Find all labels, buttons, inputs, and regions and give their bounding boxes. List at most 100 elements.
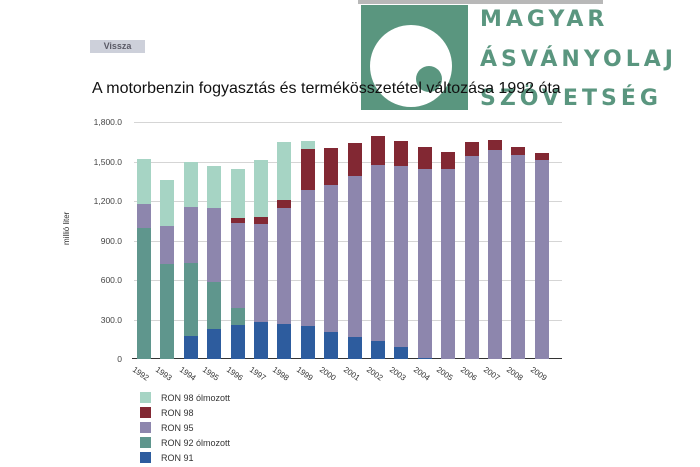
x-tick-label: 1994 bbox=[177, 365, 198, 383]
legend-label: RON 98 bbox=[161, 407, 194, 418]
bar-segment bbox=[417, 357, 432, 359]
bar-segment bbox=[183, 335, 198, 359]
x-tick-label: 2008 bbox=[505, 365, 525, 383]
x-tick-label: 1998 bbox=[271, 365, 291, 383]
bar-segment bbox=[371, 165, 385, 341]
bar-segment bbox=[511, 155, 526, 359]
bar-segment bbox=[394, 347, 409, 359]
x-tick-label: 2004 bbox=[411, 365, 432, 383]
legend-item: RON 91 bbox=[140, 450, 230, 465]
legend-swatch bbox=[140, 452, 151, 463]
chart-title: A motorbenzin fogyasztás és termékösszet… bbox=[92, 80, 561, 97]
bar-2000 bbox=[324, 0, 339, 359]
bar-segment bbox=[534, 159, 549, 359]
bar-segment bbox=[207, 207, 222, 282]
bar-segment bbox=[183, 206, 198, 264]
x-tick-label: 2001 bbox=[341, 365, 362, 383]
bar-segment bbox=[160, 180, 175, 227]
bar-segment bbox=[347, 337, 362, 359]
bar-2004 bbox=[417, 0, 432, 359]
bar-1998 bbox=[277, 0, 292, 359]
legend-label: RON 98 ólmozott bbox=[161, 392, 231, 403]
bar-segment bbox=[300, 140, 315, 149]
bar-1994 bbox=[183, 0, 198, 359]
x-tick-label: 2000 bbox=[318, 365, 338, 383]
bar-1999 bbox=[300, 0, 315, 359]
bar-1997 bbox=[254, 0, 268, 359]
chart-legend: RON 98 ólmozott RON 98 RON 95 RON 92 ólmozo… bbox=[140, 390, 230, 465]
bar-segment bbox=[207, 328, 222, 359]
bar-1996 bbox=[230, 0, 245, 359]
bar-segment bbox=[160, 263, 175, 359]
gridline bbox=[134, 122, 562, 123]
bar-2008 bbox=[511, 0, 526, 359]
y-tick-label: 1,500.0 bbox=[93, 156, 122, 167]
bar-segment bbox=[324, 331, 339, 359]
bar-segment bbox=[347, 175, 362, 338]
bar-segment bbox=[300, 325, 315, 359]
x-tick-label: 1999 bbox=[294, 365, 315, 383]
x-tick-label: 2002 bbox=[364, 365, 385, 383]
bar-2007 bbox=[488, 0, 502, 359]
bar-segment bbox=[511, 147, 526, 156]
y-tick-label: 600.0 bbox=[100, 275, 122, 285]
top-bar bbox=[358, 0, 603, 4]
bar-segment bbox=[230, 169, 245, 219]
logo-circle-icon bbox=[370, 25, 452, 107]
legend-label: RON 92 ólmozott bbox=[161, 437, 231, 448]
y-tick-label: 900.0 bbox=[100, 235, 122, 246]
bar-segment bbox=[394, 165, 409, 347]
bar-segment bbox=[230, 222, 245, 309]
legend-item: RON 98 ólmozott bbox=[140, 390, 230, 405]
logo-text-line2: ÁSVÁNYOLAJ bbox=[480, 47, 677, 72]
bar-segment bbox=[347, 142, 362, 176]
bar-segment bbox=[207, 166, 222, 208]
bar-segment bbox=[277, 199, 292, 208]
bar-segment bbox=[371, 136, 385, 166]
bar-segment bbox=[183, 263, 198, 336]
bar-segment bbox=[277, 207, 292, 325]
bar-segment bbox=[137, 158, 151, 204]
bar-segment bbox=[394, 140, 409, 166]
x-tick-label: 1993 bbox=[154, 365, 174, 383]
bar-segment bbox=[183, 162, 198, 207]
bar-segment bbox=[230, 324, 245, 359]
bar-1992 bbox=[137, 0, 151, 359]
bar-1993 bbox=[160, 0, 175, 359]
x-tick-label: 2009 bbox=[528, 365, 549, 383]
bar-segment bbox=[300, 148, 315, 191]
logo-mark bbox=[361, 5, 468, 110]
logo-dot-icon bbox=[416, 66, 442, 92]
legend-item: RON 98 bbox=[140, 405, 230, 420]
legend-item: RON 95 bbox=[140, 420, 230, 435]
logo-text-line3: SZÖVETSÉG bbox=[480, 86, 662, 111]
x-tick-label: 2006 bbox=[458, 365, 479, 383]
bar-segment bbox=[417, 146, 432, 169]
bar-segment bbox=[277, 142, 292, 200]
bar-2009 bbox=[534, 0, 549, 359]
bar-2006 bbox=[464, 0, 479, 359]
bar-segment bbox=[324, 184, 339, 332]
y-tick-label: 1,800.0 bbox=[93, 117, 122, 127]
bar-segment bbox=[324, 147, 339, 185]
back-button[interactable]: Vissza bbox=[90, 40, 145, 53]
legend-label: RON 95 bbox=[161, 422, 194, 433]
bar-segment bbox=[488, 140, 502, 151]
bar-segment bbox=[254, 322, 268, 359]
bar-2005 bbox=[441, 0, 456, 359]
bar-segment bbox=[300, 190, 315, 326]
y-tick-label: 1,200.0 bbox=[93, 196, 122, 206]
bar-segment bbox=[277, 324, 292, 359]
y-tick-label: 300.0 bbox=[100, 314, 122, 325]
bar-segment bbox=[464, 142, 479, 157]
y-tick-label: 0 bbox=[117, 354, 122, 364]
legend-swatch bbox=[140, 407, 151, 418]
bar-segment bbox=[137, 203, 151, 228]
bar-segment bbox=[417, 169, 432, 358]
bar-segment bbox=[371, 340, 385, 359]
legend-swatch bbox=[140, 392, 151, 403]
x-tick-label: 2003 bbox=[388, 365, 408, 383]
x-tick-label: 1995 bbox=[201, 365, 221, 383]
legend-swatch bbox=[140, 422, 151, 433]
bar-2002 bbox=[371, 0, 385, 359]
